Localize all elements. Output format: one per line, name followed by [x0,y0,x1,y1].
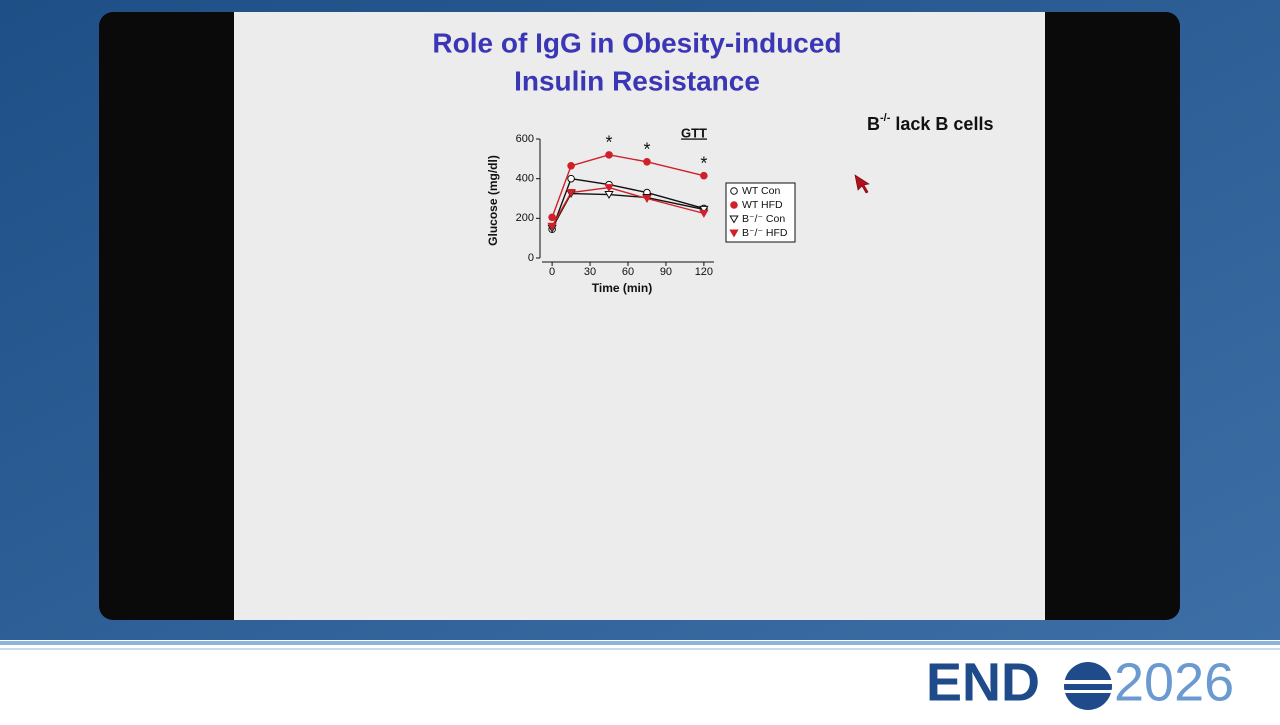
logo-globe [1064,662,1112,710]
data-point [642,195,652,203]
chart: 0 200 400 600 0 30 60 90 120 Time (min) Glucose (m… [486,125,796,295]
legend-marker [730,201,738,209]
data-point [567,174,575,183]
data-point [700,171,708,180]
legend-label: B⁻/⁻ HFD [742,227,788,239]
logo-right: 2026 [1114,652,1234,712]
slide [234,12,1045,620]
legend-marker [729,229,739,238]
slide-title: Insulin Resistance [514,65,760,96]
data-point [605,151,613,159]
data-point [699,205,709,214]
x-tick-label: 90 [660,266,672,278]
data-point [643,158,651,166]
footer-stripe [0,648,1280,650]
slide-note: B-/- lack B cells [867,112,993,134]
logo-globe-band [1064,690,1112,693]
legend-label: WT HFD [742,199,783,211]
data-point [604,184,614,193]
footer-stripe [0,641,1280,645]
significance: * [643,140,650,160]
cursor [854,174,870,194]
slide-title: Role of IgG in Obesity-induced [432,27,841,58]
data-point [547,222,557,231]
y-tick-label: 200 [516,212,534,224]
chart-title: GTT [681,125,707,140]
y-axis-label: Glucose (mg/dl) [486,155,500,246]
legend-marker [730,187,738,195]
legend-label: WT Con [742,185,780,197]
data-point [699,209,709,218]
y-tick-label: 0 [528,252,534,264]
x-tick-label: 60 [622,266,634,278]
data-point [548,213,556,222]
y-tick-label: 600 [516,133,534,145]
logo-globe-band [1064,680,1112,684]
x-axis-label: Time (min) [592,281,652,295]
significance: * [700,153,707,173]
note-base: B [867,114,880,134]
data-point [566,189,576,198]
legend-box [725,182,796,243]
legend-marker [729,215,739,224]
y-tick-label: 400 [516,173,534,185]
legend-label: B⁻/⁻ Con [742,213,785,225]
x-tick-label: 30 [584,266,596,278]
logo-left: END [926,652,1040,712]
note-sup: -/- [880,112,891,124]
note-rest: lack B cells [895,114,993,134]
x-tick-label: 120 [695,266,713,278]
data-point [567,161,575,170]
x-tick-label: 0 [549,266,555,278]
significance: * [606,133,613,153]
